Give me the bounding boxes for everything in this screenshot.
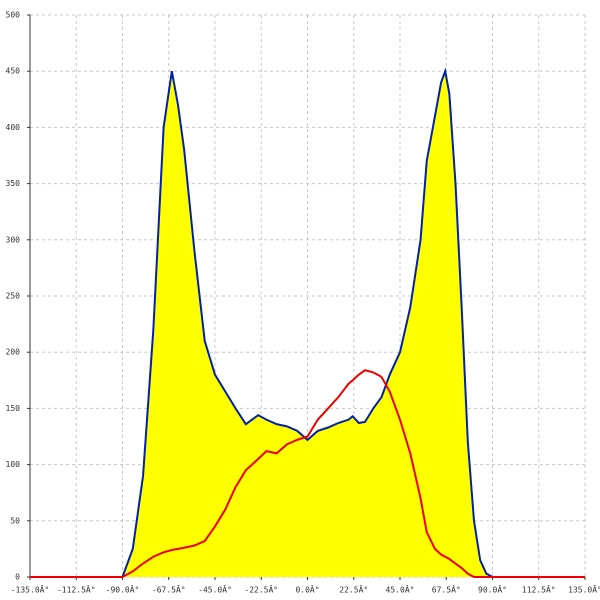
x-tick-label: 22.5Â° — [339, 584, 368, 595]
y-tick-label: 500 — [6, 11, 21, 20]
x-tick-label: 90.0Â° — [478, 584, 507, 595]
x-tick-label: 135.0Â° — [568, 584, 600, 595]
x-tick-label: -135.0Â° — [11, 584, 50, 595]
y-tick-label: 50 — [10, 516, 20, 525]
x-tick-label: -45.0Â° — [198, 584, 232, 595]
y-tick-label: 0 — [15, 573, 20, 582]
series-line — [30, 369, 585, 578]
y-tick-label: 350 — [6, 179, 21, 188]
y-tick-label: 100 — [6, 460, 21, 469]
y-tick-label: 250 — [6, 292, 21, 301]
x-tick-label: -90.0Â° — [106, 584, 140, 595]
y-tick-label: 400 — [6, 123, 21, 132]
area-fill — [30, 71, 585, 577]
x-tick-label: -67.5Â° — [152, 584, 186, 595]
y-tick-label: 200 — [6, 348, 21, 357]
x-tick-label: 112.5Â° — [522, 584, 556, 595]
x-tick-label: 45.0Â° — [386, 584, 415, 595]
x-tick-label: -22.5Â° — [244, 584, 278, 595]
series-line — [30, 67, 585, 578]
x-tick-label: 67.5Â° — [432, 584, 461, 595]
y-tick-label: 150 — [6, 404, 21, 413]
y-tick-label: 450 — [6, 67, 21, 76]
y-tick-label: 300 — [6, 235, 21, 244]
x-tick-label: 0.0Â° — [295, 584, 319, 595]
x-tick-label: -112.5Â° — [57, 584, 96, 595]
